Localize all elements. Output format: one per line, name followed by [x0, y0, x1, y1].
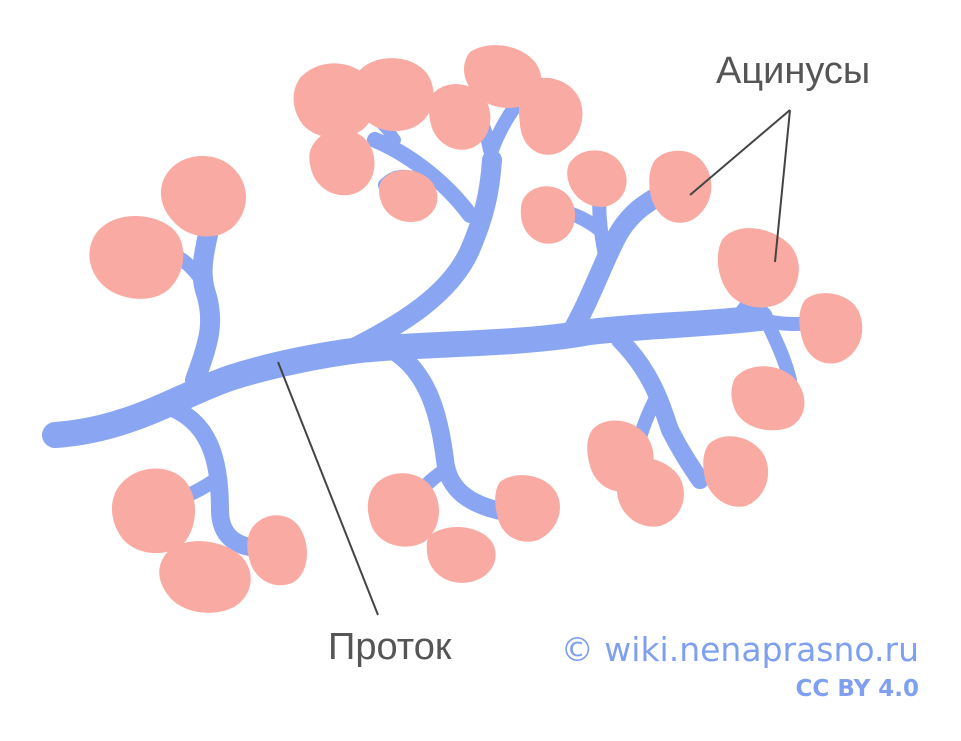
acinus: [649, 150, 712, 223]
acinus: [353, 58, 434, 132]
leader-line-duct: [277, 361, 379, 616]
license-credit: CC BY 4.0: [795, 676, 919, 702]
copyright-credit: © wiki.nenaprasno.ru: [560, 630, 919, 669]
acinus: [111, 468, 196, 554]
acinus: [731, 366, 805, 431]
acinus: [160, 156, 247, 237]
acinus: [89, 215, 184, 299]
acinus: [520, 186, 576, 244]
leader-line-acini-1: [689, 109, 791, 196]
acini-label: Ацинусы: [716, 50, 871, 92]
acinus: [426, 526, 496, 583]
acinus: [367, 473, 439, 547]
acinus: [567, 150, 627, 207]
duct-twig-upper-1: [367, 132, 478, 223]
duct-label: Проток: [328, 626, 452, 668]
acinus: [703, 436, 769, 507]
acinus: [247, 515, 307, 586]
acinus: [495, 475, 560, 542]
duct-branch-center-lower: [386, 343, 514, 521]
leader-line-acini-2: [774, 109, 791, 263]
acinus: [309, 129, 375, 196]
acinus: [518, 77, 583, 155]
acinus: [379, 170, 438, 223]
acinus: [159, 541, 251, 613]
acinus: [429, 84, 491, 150]
acinus: [799, 293, 863, 364]
leader-lines: [277, 109, 791, 616]
duct-branch-center-upper: [340, 150, 502, 360]
duct-branch-left-upper: [185, 205, 222, 390]
duct-branch-right-lower: [611, 331, 709, 489]
acini-group: [89, 45, 863, 613]
acinus: [717, 228, 799, 308]
duct-branch-left-lower: [156, 396, 271, 557]
acinus: [616, 458, 684, 527]
